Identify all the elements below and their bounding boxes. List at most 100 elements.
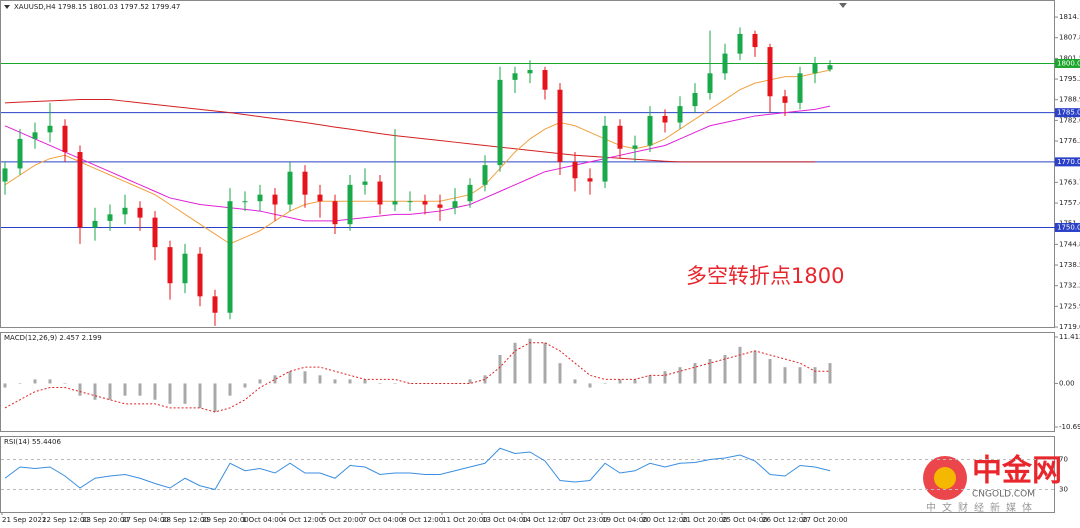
macd-bar bbox=[183, 383, 187, 404]
candle-body bbox=[617, 125, 623, 149]
rsi-panel bbox=[0, 436, 1055, 513]
y-tick-label: 1807.85 bbox=[1059, 34, 1080, 42]
macd-bar bbox=[633, 379, 637, 384]
candle-body bbox=[437, 204, 443, 208]
candle-body bbox=[347, 184, 353, 225]
macd-bar bbox=[588, 383, 592, 388]
macd-bar bbox=[663, 371, 667, 384]
macd-bar bbox=[333, 379, 337, 384]
level-label-box bbox=[1055, 222, 1080, 232]
watermark-name: 中金网 bbox=[972, 454, 1062, 489]
macd-bar bbox=[243, 383, 247, 388]
candle-body bbox=[227, 201, 233, 313]
macd-bar bbox=[678, 367, 682, 384]
macd-bar bbox=[363, 379, 367, 384]
y-tick-label: 1738.55 bbox=[1059, 261, 1080, 269]
macd-bar bbox=[468, 379, 472, 384]
macd-bar bbox=[483, 375, 487, 384]
level-label: 1785.00 bbox=[1057, 109, 1080, 117]
macd-bar bbox=[258, 379, 262, 384]
macd-bar bbox=[198, 383, 202, 408]
x-tick-label: 21 Oct 20:00 bbox=[682, 516, 728, 524]
macd-bar bbox=[723, 354, 727, 384]
rsi-label: RSI(14) 55.4406 bbox=[4, 438, 61, 446]
candle-body bbox=[482, 165, 488, 185]
y-tick-label: 1814.15 bbox=[1059, 13, 1080, 21]
macd-bar bbox=[603, 383, 607, 384]
macd-bar bbox=[528, 338, 532, 384]
candle-body bbox=[242, 201, 248, 203]
level-label-box bbox=[1055, 58, 1080, 68]
macd-bar bbox=[768, 359, 772, 384]
candle-body bbox=[797, 73, 803, 103]
candle-body bbox=[677, 106, 683, 123]
macd-label: MACD(12,26,9) 2.457 2.199 bbox=[4, 334, 102, 342]
rsi-line bbox=[4, 447, 831, 491]
macd-bar bbox=[573, 379, 577, 384]
y-tick-label: 1795.25 bbox=[1059, 75, 1080, 83]
rsi-tick-label: 30 bbox=[1059, 486, 1068, 494]
macd-bar bbox=[798, 367, 802, 384]
macd-bar bbox=[828, 363, 832, 384]
moving-average bbox=[4, 105, 831, 222]
x-tick-label: 29 Sep 20:00 bbox=[202, 516, 249, 524]
level-label: 1750.00 bbox=[1057, 223, 1080, 231]
macd-bar bbox=[513, 342, 517, 384]
rsi-tick-label: 70 bbox=[1059, 456, 1068, 464]
candle-body bbox=[392, 201, 398, 205]
candle-body bbox=[2, 168, 8, 182]
macd-tick-label: 11.413 bbox=[1059, 333, 1080, 341]
candle-body bbox=[287, 171, 293, 205]
candle-body bbox=[812, 63, 818, 74]
macd-bar bbox=[408, 383, 412, 384]
x-tick-label: 14 Oct 12:00 bbox=[522, 516, 568, 524]
candle-body bbox=[257, 194, 263, 202]
x-tick-label: 8 Oct 12:00 bbox=[402, 516, 443, 524]
macd-bar bbox=[33, 379, 37, 384]
candle-body bbox=[557, 89, 563, 162]
level-label: 1800.00 bbox=[1057, 59, 1080, 67]
macd-bar bbox=[18, 383, 22, 384]
macd-tick-label: -10.697 bbox=[1059, 423, 1080, 431]
candle-body bbox=[452, 201, 458, 208]
y-tick-label: 1788.95 bbox=[1059, 96, 1080, 104]
candle-body bbox=[167, 247, 173, 284]
macd-bar bbox=[708, 359, 712, 384]
x-tick-label: 13 Oct 04:00 bbox=[482, 516, 528, 524]
macd-bar bbox=[318, 375, 322, 384]
candle-body bbox=[212, 296, 218, 313]
candle-body bbox=[587, 178, 593, 182]
macd-bar bbox=[63, 383, 67, 384]
candle-body bbox=[632, 145, 638, 149]
candle-body bbox=[62, 125, 68, 153]
candle-body bbox=[782, 96, 788, 103]
candle-body bbox=[137, 207, 143, 218]
y-tick-label: 1776.35 bbox=[1059, 137, 1080, 145]
candle-body bbox=[602, 125, 608, 182]
macd-bar bbox=[738, 346, 742, 384]
y-tick-label: 1801.55 bbox=[1059, 54, 1080, 62]
x-tick-label: 28 Sep 12:00 bbox=[162, 516, 209, 524]
shift-marker bbox=[839, 3, 847, 8]
candle-body bbox=[317, 194, 323, 202]
candle-body bbox=[17, 138, 23, 169]
macd-bar bbox=[48, 379, 52, 384]
macd-bar bbox=[303, 371, 307, 384]
candle-body bbox=[422, 201, 428, 205]
macd-signal bbox=[4, 342, 830, 413]
candle-body bbox=[527, 70, 533, 74]
y-tick-label: 1782.65 bbox=[1059, 116, 1080, 124]
x-tick-label: 23 Sep 20:00 bbox=[82, 516, 129, 524]
x-tick-label: 26 Oct 12:00 bbox=[762, 516, 808, 524]
main-panel bbox=[0, 0, 1055, 328]
candle-body bbox=[362, 181, 368, 185]
x-tick-label: 25 Oct 04:00 bbox=[722, 516, 768, 524]
level-label-box bbox=[1055, 108, 1080, 118]
macd-bar bbox=[3, 383, 7, 388]
macd-bar bbox=[288, 371, 292, 384]
candle-body bbox=[542, 70, 548, 90]
x-tick-label: 17 Oct 23:00 bbox=[562, 516, 608, 524]
logo-inner bbox=[934, 467, 956, 489]
macd-bar bbox=[453, 383, 457, 384]
macd-bar bbox=[783, 367, 787, 384]
